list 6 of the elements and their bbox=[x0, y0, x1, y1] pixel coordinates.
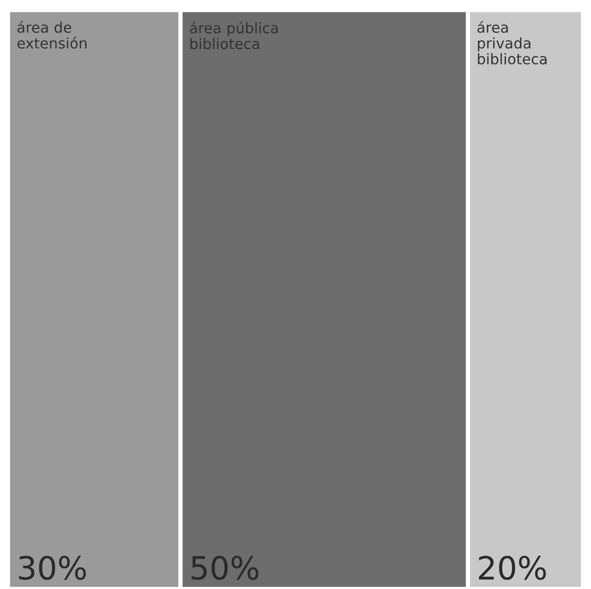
data-label: 30% bbox=[19, 556, 86, 580]
series-label: área de extensión bbox=[17, 20, 86, 49]
data-label: 20% bbox=[478, 556, 546, 580]
series-label: área pública biblioteca bbox=[190, 22, 278, 50]
data-label: 50% bbox=[192, 556, 258, 580]
series-label: área privada biblioteca bbox=[478, 20, 547, 64]
